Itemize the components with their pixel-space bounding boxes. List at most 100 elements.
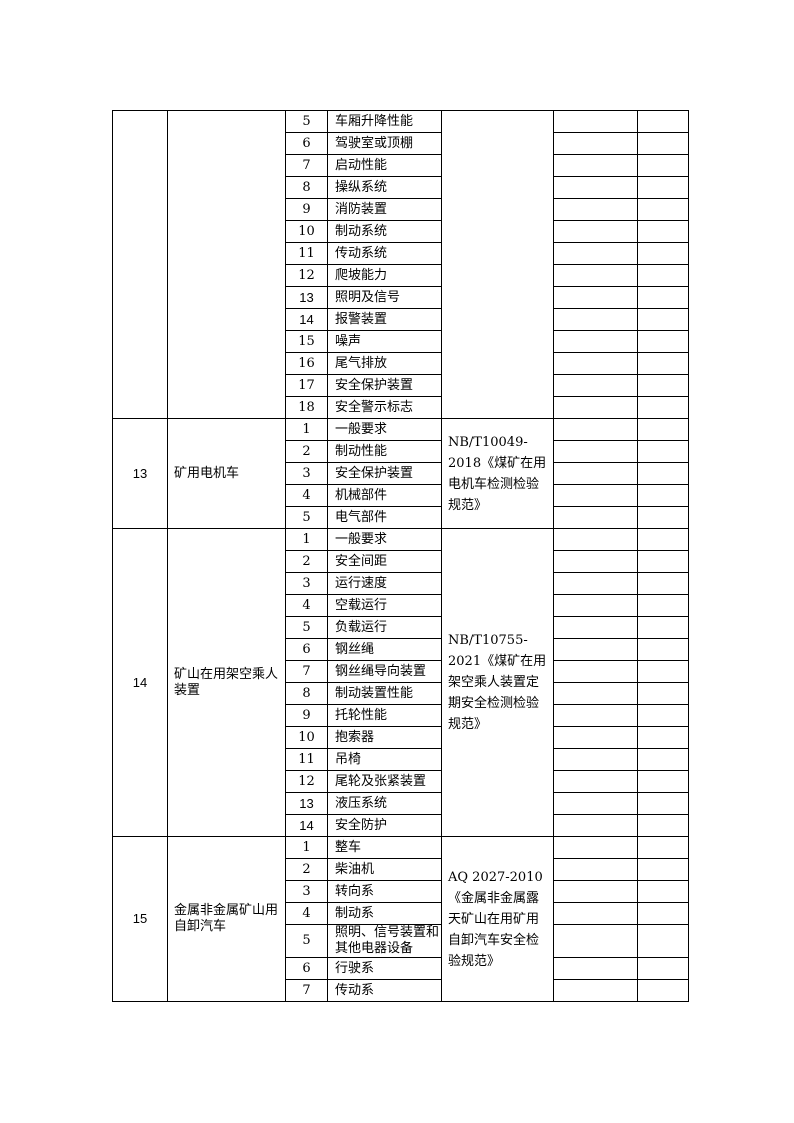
empty-cell [637,638,689,661]
empty-cell [553,308,638,331]
inspection-item: 照明、信号装置和其他电器设备 [327,924,442,958]
empty-cell [553,704,638,727]
empty-cell [553,792,638,815]
empty-cell [637,836,689,859]
item-number: 5 [285,616,328,639]
inspection-item: 安全间距 [327,550,442,573]
item-number: 9 [285,198,328,221]
empty-cell [637,924,689,958]
equipment-name [167,110,286,419]
inspection-item: 安全警示标志 [327,396,442,419]
inspection-item: 整车 [327,836,442,859]
empty-cell [637,682,689,705]
empty-cell [637,440,689,463]
empty-cell [637,792,689,815]
inspection-item: 负载运行 [327,616,442,639]
empty-cell [637,132,689,155]
empty-cell [637,880,689,903]
table-row: 4 空载运行 [113,594,689,617]
inspection-item: 报警装置 [327,308,442,331]
empty-cell [637,330,689,353]
table-row: 6 钢丝绳 [113,638,689,661]
item-number: 2 [285,440,328,463]
inspection-item: 转向系 [327,880,442,903]
empty-cell [553,660,638,683]
inspection-item: 电气部件 [327,506,442,529]
item-number: 11 [285,242,328,265]
empty-cell [637,550,689,573]
inspection-item: 尾气排放 [327,352,442,375]
empty-cell [553,462,638,485]
empty-cell [553,616,638,639]
empty-cell [553,242,638,265]
empty-cell [553,528,638,551]
item-number: 7 [285,979,328,1002]
empty-cell [637,220,689,243]
item-number: 15 [285,330,328,353]
item-number: 10 [285,726,328,749]
table-row: 13 照明及信号 [113,286,689,309]
table-row: 15 噪声 [113,330,689,353]
table-row: 13 液压系统 [113,792,689,815]
table-row: 2 安全间距 [113,550,689,573]
standard-reference: NB/T10049-2018《煤矿在用电机车检测检验规范》 [441,418,554,529]
empty-cell [553,440,638,463]
inspection-item: 液压系统 [327,792,442,815]
item-number: 4 [285,484,328,507]
inspection-item: 吊椅 [327,748,442,771]
empty-cell [553,572,638,595]
item-number: 14 [285,814,328,837]
item-number: 11 [285,748,328,771]
empty-cell [553,770,638,793]
table-row: 16 尾气排放 [113,352,689,375]
table-row: 14 报警装置 [113,308,689,331]
table-row: 6 行驶系 [113,957,689,980]
item-number: 6 [285,132,328,155]
item-number: 3 [285,462,328,485]
empty-cell [553,506,638,529]
empty-cell [637,957,689,980]
item-number: 3 [285,572,328,595]
empty-cell [553,979,638,1002]
inspection-item: 传动系统 [327,242,442,265]
group-number [112,110,168,419]
table-row: 17 安全保护装置 [113,374,689,397]
table-row: 4 制动系 [113,902,689,925]
empty-cell [553,748,638,771]
empty-cell [637,264,689,287]
inspection-item: 驾驶室或顶棚 [327,132,442,155]
table-row: 2 制动性能 [113,440,689,463]
inspection-item: 制动装置性能 [327,682,442,705]
inspection-item: 制动系 [327,902,442,925]
empty-cell [553,902,638,925]
empty-cell [553,418,638,441]
empty-cell [637,979,689,1002]
empty-cell [637,352,689,375]
table-row: 3 转向系 [113,880,689,903]
empty-cell [553,220,638,243]
inspection-item: 机械部件 [327,484,442,507]
group-number: 14 [112,528,168,837]
empty-cell [553,132,638,155]
item-number: 13 [285,792,328,815]
item-number: 1 [285,418,328,441]
empty-cell [553,814,638,837]
empty-cell [553,286,638,309]
table-row: 5 车厢升降性能 [112,110,689,419]
inspection-item: 安全保护装置 [327,462,442,485]
empty-cell [553,682,638,705]
item-number: 8 [285,682,328,705]
inspection-item: 安全保护装置 [327,374,442,397]
table-row: 11 吊椅 [113,748,689,771]
standard-reference: AQ 2027-2010《金属非金属露天矿山在用矿用自卸汽车安全检验规范》 [441,836,554,1002]
item-number: 4 [285,902,328,925]
empty-cell [553,264,638,287]
item-number: 5 [285,924,328,958]
empty-cell [637,858,689,881]
inspection-item: 安全防护 [327,814,442,837]
table-row: 10 抱索器 [113,726,689,749]
inspection-item: 钢丝绳 [327,638,442,661]
empty-cell [637,726,689,749]
empty-cell [553,726,638,749]
item-number: 17 [285,374,328,397]
